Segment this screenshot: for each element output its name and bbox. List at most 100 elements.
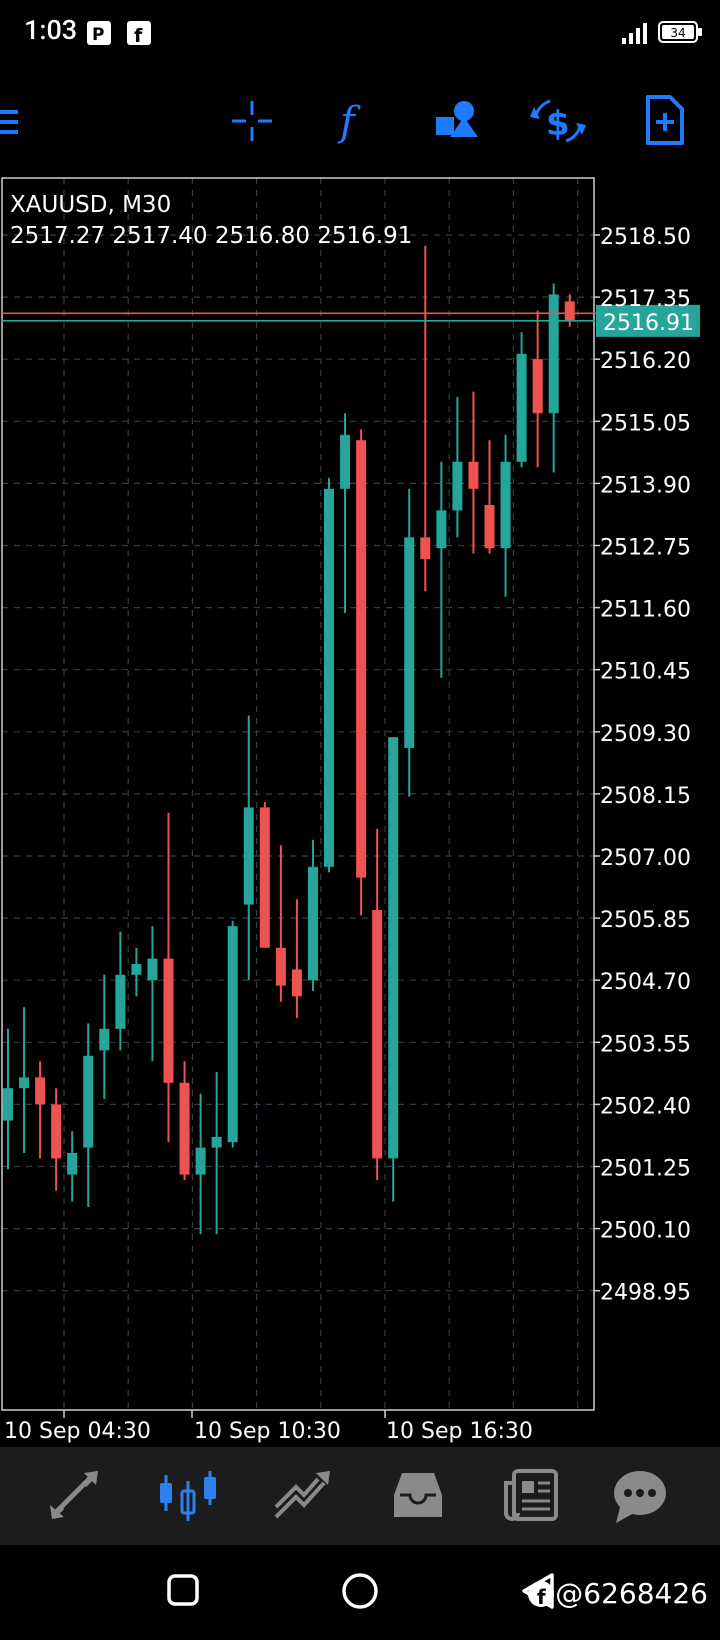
trade-tab-icon [274,1471,330,1519]
candle-body [67,1153,78,1175]
candle-body [275,947,286,986]
candle [51,1088,62,1191]
battery-icon: 34 [658,21,702,43]
candle [356,429,367,916]
chart-toolbar: f $ [0,85,720,157]
current-price-label: 2516.91 [603,311,694,336]
y-tick-label: 2516.20 [600,349,691,374]
svg-text:f: f [134,25,143,46]
chart-tab[interactable] [152,1461,224,1531]
candle [516,332,527,468]
recents-icon [167,1574,199,1606]
x-tick-label: 10 Sep 16:30 [386,1419,533,1444]
y-tick-label: 2504.70 [600,970,691,995]
candle-body [211,1136,222,1148]
candle [211,1072,222,1234]
candle [195,1093,206,1234]
news-tab-icon [504,1469,558,1521]
candle-body [436,510,447,549]
trade-button[interactable]: $ [528,91,588,151]
y-tick-label: 2517.35 [600,287,691,312]
bottom-navigation [0,1447,720,1545]
menu-button[interactable] [0,91,48,151]
menu-icon [0,110,18,134]
facebook-notification-icon: f [127,21,151,46]
candle [115,931,126,1051]
signal-icon [622,23,647,44]
candles [3,245,575,1234]
trade-icon: $ [530,99,586,144]
candle [67,1131,78,1202]
x-tick-label: 10 Sep 10:30 [194,1419,341,1444]
candle-body [3,1088,13,1121]
home-icon [342,1573,378,1609]
candle-body [115,974,126,1029]
candle-body [388,737,399,1159]
function-icon: f [337,99,361,145]
crosshair-button[interactable] [222,91,282,151]
candle [131,947,142,997]
price-chart[interactable]: 2516.91 2518.50 2517.35 2516.20 2515.05 2513… [0,176,720,1456]
candle-body [19,1077,30,1089]
candle-body [324,488,334,867]
y-tick-label: 2501.25 [600,1157,691,1182]
ohlc-values: 2517.27 2517.40 2516.80 2516.91 [10,223,412,249]
candle [500,434,511,597]
candle-body [420,537,431,559]
candle-body [259,807,270,948]
candle-body [500,461,511,549]
y-tick-label: 2518.50 [600,225,691,250]
news-tab[interactable] [496,1461,568,1531]
objects-icon [436,101,478,137]
candle-body [147,958,158,981]
objects-button[interactable] [428,91,488,151]
new-order-button[interactable] [636,91,696,151]
watermark: f @6268426 [527,1577,708,1610]
candle [564,294,575,327]
candle [243,715,254,981]
recents-button[interactable] [164,1571,204,1611]
chart-grid [2,178,594,1410]
price-lines: 2516.91 [2,304,700,337]
y-tick-label: 2515.05 [600,411,691,436]
home-button[interactable] [338,1569,382,1613]
candle [3,1028,13,1170]
svg-text:P: P [92,25,104,45]
candle [420,245,431,592]
y-tick-label: 2500.10 [600,1219,691,1244]
candle-body [468,461,479,489]
candle-body [163,958,174,1083]
time-axis: 10 Sep 04:30 10 Sep 10:30 10 Sep 16:30 [4,1410,533,1444]
parking-notification-icon: P [87,21,111,45]
y-tick-label: 2507.00 [600,846,691,871]
candle [35,1061,46,1159]
y-tick-label: 2513.90 [600,473,691,498]
y-tick-label: 2509.30 [600,722,691,747]
trade-tab[interactable] [266,1461,338,1531]
messages-tab[interactable] [604,1461,676,1531]
candle [99,974,110,1099]
svg-text:$: $ [546,104,570,144]
candle-body [340,434,351,489]
history-tab[interactable] [382,1461,454,1531]
candle-body [356,440,367,878]
candle-body [243,807,254,905]
quotes-tab[interactable] [38,1461,110,1531]
candle-body [404,537,415,748]
indicators-button[interactable]: f [326,91,386,151]
candlestick-chart[interactable]: 2516.91 2518.50 2517.35 2516.20 2515.05 2513… [0,176,720,1456]
candle [548,283,559,473]
y-tick-label: 2505.85 [600,908,691,933]
status-bar: 1:03 P f 34 [0,0,720,64]
candle-body [564,301,575,321]
candle-body [195,1147,206,1175]
candle-body [372,910,383,1159]
candle-body [291,969,302,997]
candle [163,812,174,1143]
y-tick-label: 2511.60 [600,598,691,623]
candle [275,845,286,1002]
y-tick-label: 2510.45 [600,660,691,685]
candle-body [227,926,238,1143]
candle [259,802,270,948]
crosshair-icon [232,101,272,141]
